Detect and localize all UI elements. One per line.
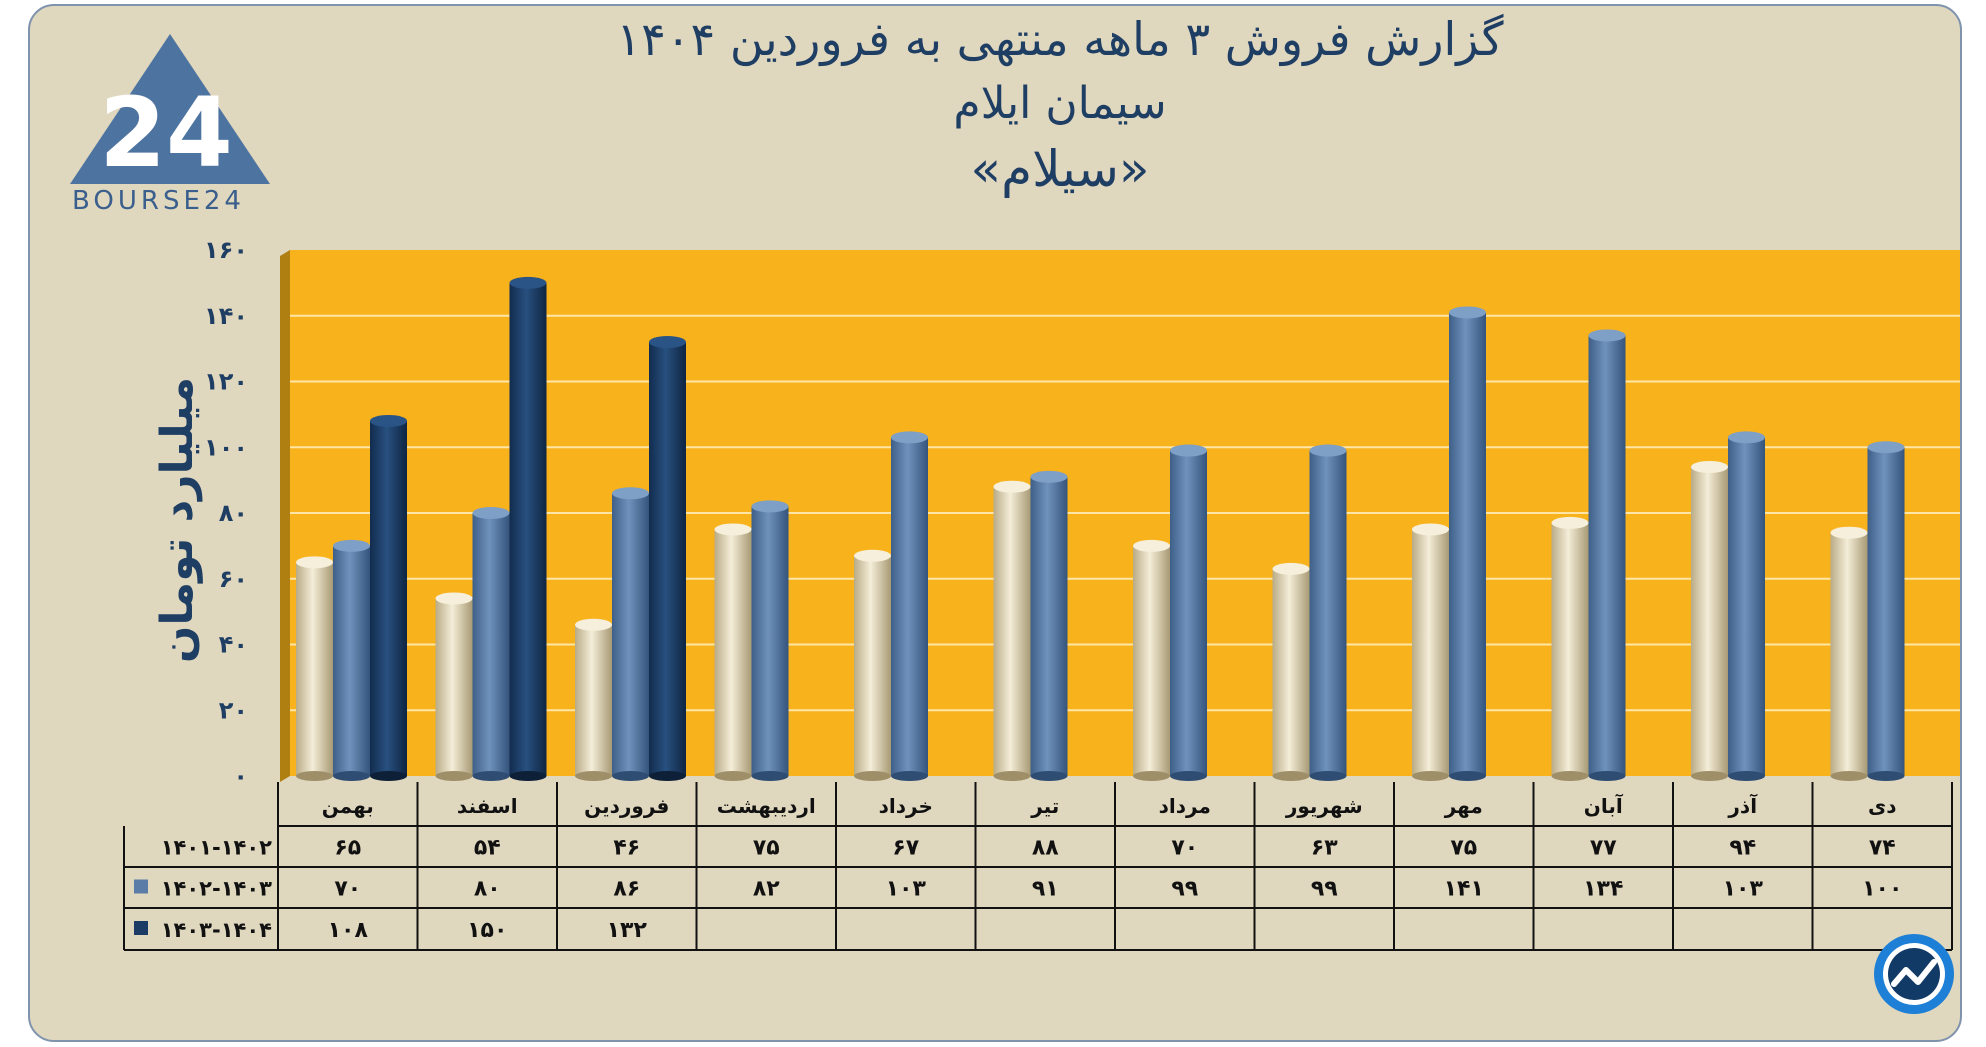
- data-label: ۶۳: [1311, 836, 1338, 861]
- y-tick-label: ۰: [233, 762, 248, 790]
- bar-series-2: [333, 539, 370, 781]
- legend-entry: ۱۴۰۱-۱۴۰۲: [161, 836, 272, 860]
- logo-text: BOURSE24: [72, 186, 245, 216]
- data-label: ۱۳۲: [607, 918, 648, 943]
- bar-series-2: [891, 431, 928, 781]
- bar-series-3: [509, 276, 547, 781]
- data-label: ۸۰: [474, 877, 501, 902]
- bar-series-2: [472, 507, 510, 781]
- y-tick-label: ۴۰: [219, 631, 248, 659]
- data-label: ۸۲: [753, 877, 780, 902]
- y-tick-label: ۱۶۰: [204, 236, 248, 264]
- legend-marker: [134, 879, 148, 894]
- legend-entry: ۱۴۰۳-۱۴۰۴: [161, 918, 272, 942]
- y-tick-label: ۸۰: [219, 499, 248, 527]
- bar-series-1: [296, 556, 333, 781]
- data-label: ۵۴: [474, 836, 501, 861]
- bar-series-1: [714, 523, 752, 781]
- logo-mark-text: 24: [99, 77, 233, 189]
- data-label: ۷۷: [1590, 836, 1617, 861]
- x-tick-label: تیر: [1030, 794, 1059, 818]
- x-tick-label: خرداد: [879, 794, 933, 818]
- bar-series-2: [1867, 441, 1905, 781]
- x-tick-label: مرداد: [1159, 794, 1211, 818]
- bar-series-1: [1830, 526, 1868, 781]
- bar-series-2: [1728, 431, 1765, 781]
- y-axis-label: میلیارد تومان: [152, 377, 203, 663]
- data-label: ۱۰۳: [886, 877, 927, 902]
- bar-series-2: [1170, 444, 1207, 781]
- data-label: ۱۰۳: [1723, 877, 1764, 902]
- bar-series-1: [435, 592, 473, 781]
- data-label: ۸۶: [613, 877, 640, 902]
- data-label: ۹۹: [1171, 877, 1198, 902]
- data-label: ۷۵: [1450, 836, 1477, 861]
- data-label: ۱۵۰: [467, 918, 507, 943]
- bar-series-1: [993, 480, 1031, 781]
- plot-side-wall: [280, 250, 290, 782]
- bar-series-1: [575, 618, 612, 781]
- data-label: ۹۴: [1729, 836, 1756, 861]
- data-label: ۹۱: [1032, 877, 1059, 902]
- bar-series-1: [1551, 516, 1589, 781]
- data-label: ۶۷: [892, 836, 919, 861]
- x-tick-label: دی: [1868, 794, 1897, 818]
- bar-series-1: [1691, 460, 1728, 781]
- x-tick-label: مهر: [1444, 794, 1483, 818]
- x-tick-label: آذر: [1727, 793, 1758, 818]
- bar-series-3: [649, 336, 686, 781]
- data-label: ۱۰۰: [1862, 877, 1902, 902]
- bar-series-1: [1133, 539, 1170, 781]
- bar-series-2: [1309, 444, 1347, 781]
- data-label: ۷۵: [753, 836, 780, 861]
- trend-chart-badge-icon: [1874, 934, 1954, 1014]
- data-label: ۹۹: [1311, 877, 1338, 902]
- company-name: سیمان ایلام: [953, 78, 1167, 129]
- x-tick-label: اسفند: [457, 794, 518, 818]
- bar-series-2: [751, 500, 789, 781]
- legend-entry: ۱۴۰۲-۱۴۰۳: [161, 877, 272, 901]
- legend-marker: [134, 921, 148, 935]
- x-tick-label: بهمن: [322, 794, 374, 818]
- x-tick-label: آبان: [1584, 793, 1624, 818]
- data-label: ۴۶: [613, 836, 640, 861]
- chart-title: گزارش فروش ۳ ماهه منتهی به فروردین ۱۴۰۴: [616, 12, 1504, 66]
- data-label: ۱۰۸: [328, 918, 369, 943]
- y-tick-label: ۱۴۰: [204, 302, 248, 330]
- bourse24-logo-icon: 24: [70, 34, 270, 189]
- x-tick-label: فروردین: [584, 794, 669, 818]
- bar-series-2: [1588, 329, 1626, 781]
- bar-series-1: [1412, 523, 1449, 781]
- bar-series-1: [1272, 562, 1310, 781]
- data-label: ۸۸: [1032, 836, 1059, 861]
- bar-series-1: [854, 549, 891, 781]
- y-tick-label: ۶۰: [219, 565, 248, 593]
- bar-series-2: [1449, 306, 1486, 781]
- ticker-symbol: «سیلام»: [970, 140, 1150, 198]
- y-tick-label: ۱۲۰: [204, 368, 248, 396]
- y-tick-label: ۲۰: [219, 696, 248, 724]
- bar-series-2: [1030, 470, 1068, 781]
- x-tick-label: اردیبهشت: [717, 794, 816, 818]
- data-label: ۷۴: [1869, 836, 1896, 861]
- data-label: ۶۵: [334, 836, 361, 861]
- data-label: ۷۰: [1171, 836, 1198, 861]
- data-label: ۷۰: [334, 877, 361, 902]
- y-tick-label: ۱۰۰: [204, 433, 248, 461]
- x-tick-label: شهریور: [1285, 794, 1363, 818]
- data-label: ۱۳۴: [1583, 877, 1623, 902]
- data-label: ۱۴۱: [1444, 877, 1484, 902]
- bar-series-2: [612, 487, 649, 781]
- bar-series-3: [370, 414, 407, 781]
